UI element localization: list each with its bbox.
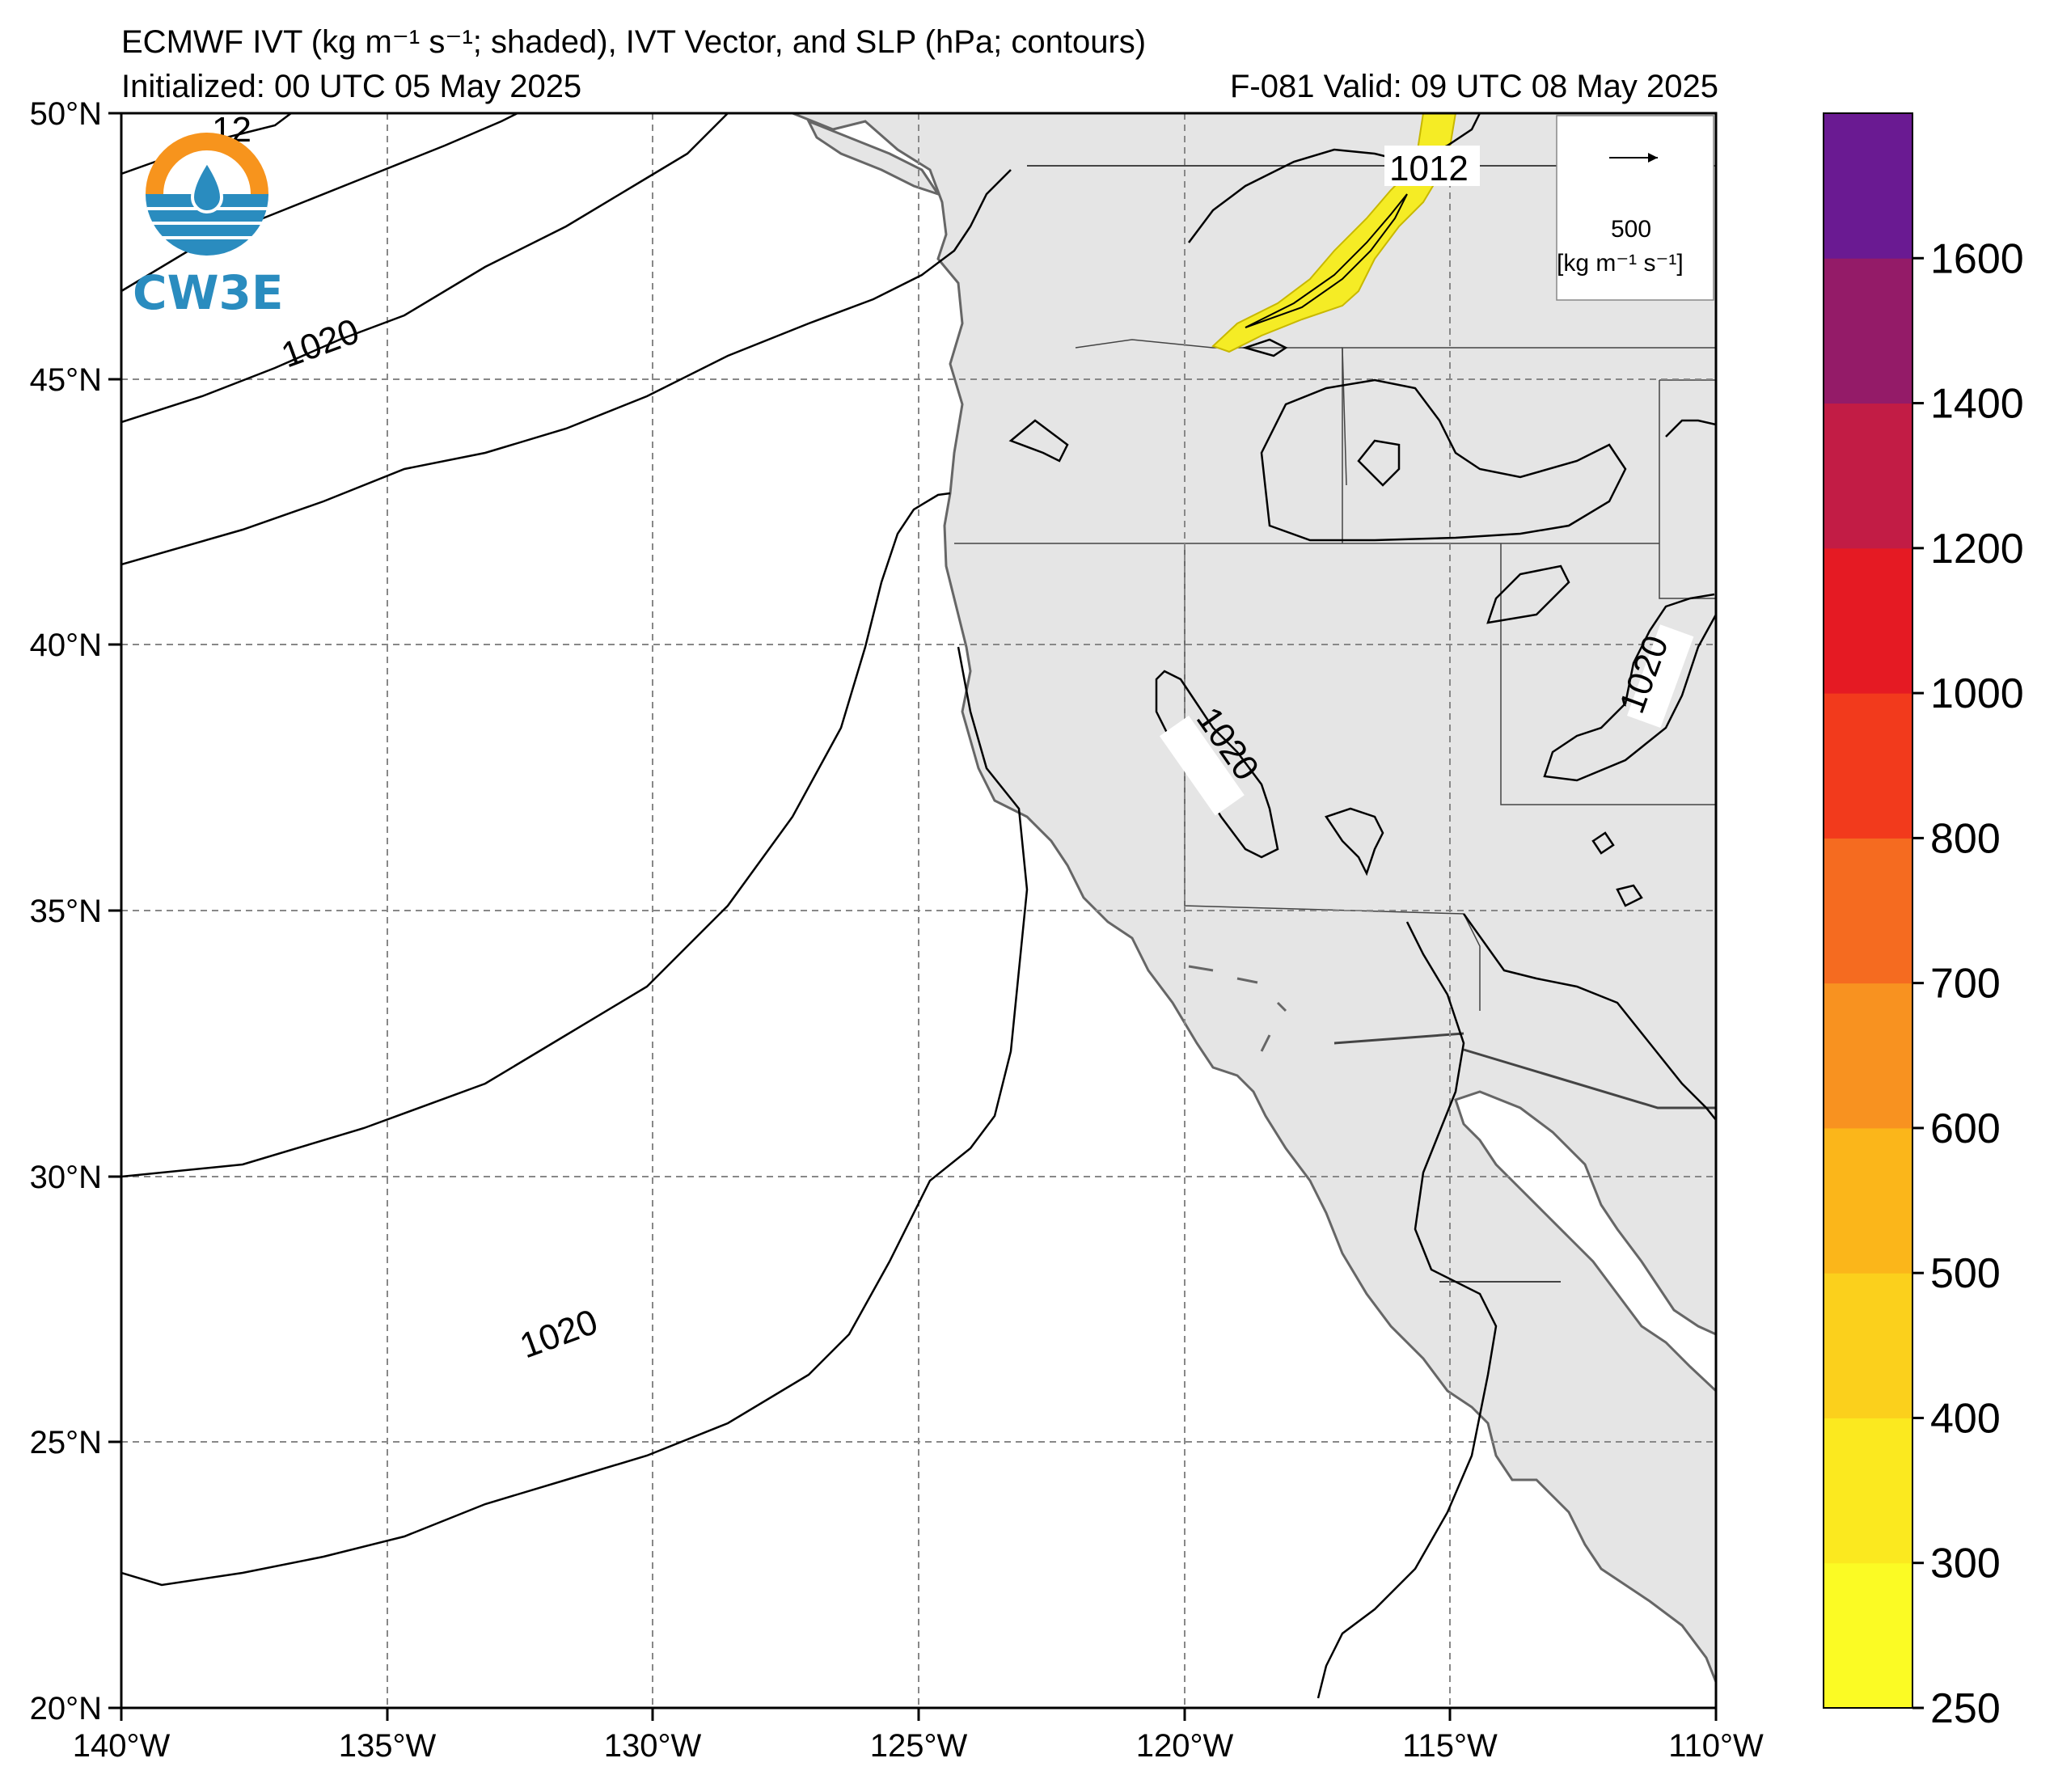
- channel-islands: [1188, 965, 1287, 1052]
- logo-text: CW3E: [133, 265, 284, 320]
- lon-tick: 135°W: [339, 1728, 437, 1764]
- lat-tick-labels: 50°N 45°N 40°N 35°N 30°N 25°N 20°N: [30, 96, 102, 1726]
- colorbar-segment: [1824, 838, 1912, 984]
- country-borders: [1333, 1032, 1716, 1109]
- colorbar-segment: [1824, 1418, 1912, 1564]
- lon-tick-labels: 140°W 135°W 130°W 125°W 120°W 115°W 110°…: [73, 1728, 1764, 1764]
- cw3e-logo: CW3E: [133, 133, 284, 320]
- lat-tick: 50°N: [30, 96, 102, 132]
- gridlines: [121, 113, 1716, 1708]
- contour-labels: 1012 1020 1020 1020 1020 12: [212, 110, 1694, 1367]
- colorbar: 250 300 400 500 600 700 800 1000 1200 1400 1600: [1823, 112, 2024, 1732]
- valid-time: F-081 Valid: 09 UTC 08 May 2025: [1229, 69, 1718, 104]
- contour-label-1020-north: 1020: [277, 311, 365, 376]
- colorbar-label: 1000: [1930, 670, 2024, 717]
- lon-tick: 125°W: [870, 1728, 968, 1764]
- colorbar-label: 1600: [1930, 235, 2024, 282]
- ivt-shading-250: [1211, 113, 1457, 353]
- colorbar-segment: [1824, 403, 1912, 549]
- colorbar-label: 400: [1930, 1395, 2001, 1442]
- colorbar-segment: [1824, 258, 1912, 404]
- vector-legend-value: 500: [1611, 216, 1651, 243]
- map-title: ECMWF IVT (kg m⁻¹ s⁻¹; shaded), IVT Vect…: [121, 24, 1147, 60]
- vancouver-island: [805, 119, 941, 197]
- colorbar-segment: [1824, 1273, 1912, 1418]
- vector-legend: 500 [kg m⁻¹ s⁻¹]: [1556, 115, 1714, 301]
- lat-tick: 35°N: [30, 894, 102, 929]
- colorbar-label: 800: [1930, 815, 2001, 862]
- lon-tick: 115°W: [1402, 1728, 1498, 1764]
- colorbar-label: 600: [1930, 1105, 2001, 1152]
- lat-tick: 20°N: [30, 1691, 102, 1726]
- lon-tick: 140°W: [73, 1728, 171, 1764]
- lat-tick: 25°N: [30, 1425, 102, 1460]
- colorbar-segment: [1824, 1562, 1912, 1709]
- gulf-of-california: [1454, 1090, 1716, 1393]
- contour-label-1020-south: 1020: [515, 1302, 603, 1367]
- ivt-plume: [1211, 113, 1457, 353]
- lat-tick: 30°N: [30, 1160, 102, 1195]
- colorbar-label: 500: [1930, 1250, 2001, 1297]
- slp-contours: [121, 113, 1716, 1699]
- init-time: Initialized: 00 UTC 05 May 2025: [121, 69, 582, 104]
- colorbar-label: 300: [1930, 1541, 2001, 1587]
- lat-tick: 45°N: [30, 362, 102, 398]
- colorbar-segment: [1824, 693, 1912, 839]
- vector-legend-units: [kg m⁻¹ s⁻¹]: [1557, 250, 1684, 277]
- colorbar-label: 1400: [1930, 381, 2024, 428]
- colorbar-label: 250: [1930, 1685, 2001, 1732]
- colorbar-segment: [1824, 113, 1912, 259]
- axis-ticks: [108, 112, 1718, 1721]
- lon-tick: 110°W: [1668, 1728, 1764, 1764]
- contour-label-1012: 1012: [1389, 149, 1469, 188]
- ivt-inner-contour: [1245, 193, 1408, 328]
- lat-tick: 40°N: [30, 628, 102, 663]
- colorbar-segment: [1824, 547, 1912, 694]
- colorbar-segment: [1824, 1127, 1912, 1274]
- land-mass: [792, 113, 1716, 1683]
- lon-tick: 120°W: [1136, 1728, 1234, 1764]
- lon-tick: 130°W: [604, 1728, 702, 1764]
- logo-drop-icon: [190, 158, 224, 213]
- colorbar-label: 700: [1930, 961, 2001, 1008]
- colorbar-frame: [1823, 112, 1913, 1709]
- land-layer: [792, 113, 1716, 1683]
- colorbar-segment: [1824, 983, 1912, 1129]
- colorbar-label: 1200: [1930, 526, 2024, 573]
- logo-sun-arc-icon: [146, 133, 268, 194]
